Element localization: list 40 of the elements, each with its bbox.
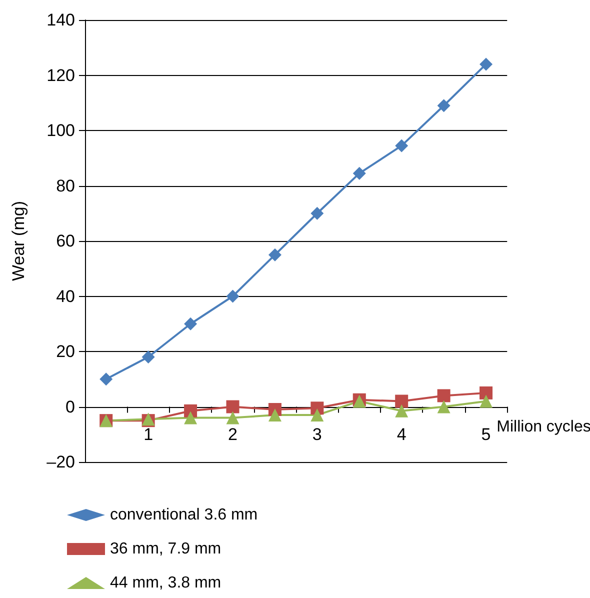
x-tick-label: 1	[144, 425, 154, 444]
point	[437, 400, 450, 414]
point	[480, 394, 493, 408]
point	[100, 372, 113, 386]
point	[395, 394, 408, 408]
legend-label: 44 mm, 3.8 mm	[110, 574, 222, 592]
point	[226, 400, 240, 414]
point	[310, 408, 324, 422]
y-tick-label: 120	[46, 66, 75, 85]
legend-label: conventional 3.6 mm	[110, 506, 258, 524]
point	[437, 99, 450, 112]
point	[480, 386, 493, 400]
x-tick-label: 3	[312, 425, 322, 444]
x-axis-title: Million cycles	[496, 418, 590, 436]
y-tick-label: 60	[56, 232, 75, 250]
y-tick-label: 0	[66, 397, 75, 416]
point	[184, 317, 198, 330]
y-tick-label: 100	[46, 121, 75, 140]
x-tick-label: 5	[481, 425, 491, 444]
point	[310, 206, 324, 220]
point	[226, 411, 240, 424]
point	[480, 58, 493, 71]
x-tick-label: 2	[228, 425, 238, 444]
y-tick-label: 80	[56, 176, 75, 196]
point	[395, 404, 408, 418]
y-tick-label: 40	[56, 286, 75, 306]
point	[395, 139, 408, 152]
point	[268, 408, 282, 422]
y-axis-title: Wear (mg)	[9, 201, 28, 281]
point	[226, 290, 240, 303]
point	[184, 411, 198, 424]
point	[142, 350, 155, 364]
y-tick-label: 20	[56, 342, 75, 361]
point	[268, 248, 282, 262]
y-tick-label: 140	[46, 10, 75, 30]
legend-label: 36 mm, 7.9 mm	[110, 540, 222, 558]
point	[352, 166, 366, 180]
point	[437, 389, 450, 402]
x-tick-label: 4	[396, 425, 406, 444]
y-tick-label: –20	[46, 452, 75, 472]
